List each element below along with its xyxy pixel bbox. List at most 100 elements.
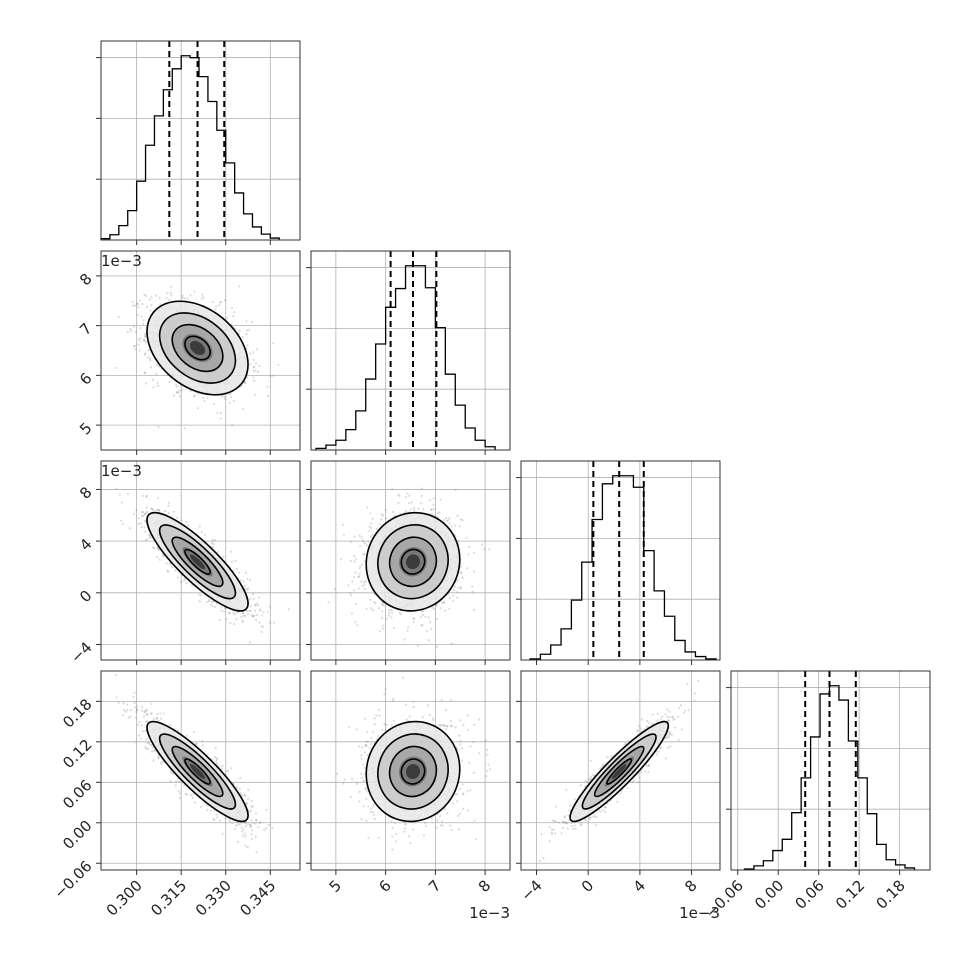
- scatter-point: [170, 565, 173, 569]
- scatter-point: [358, 567, 361, 570]
- scatter-point: [144, 334, 147, 337]
- scatter-point: [270, 374, 273, 378]
- scatter-point: [146, 747, 150, 751]
- scatter-point: [144, 746, 147, 749]
- scatter-point: [253, 379, 256, 382]
- scatter-point: [129, 715, 132, 718]
- scatter-point: [192, 792, 195, 795]
- scatter-point: [393, 514, 396, 518]
- scatter-point: [137, 522, 140, 526]
- scatter-point: [128, 527, 131, 530]
- scatter-point: [189, 294, 192, 297]
- scatter-point: [244, 835, 247, 838]
- scatter-point: [214, 756, 217, 759]
- panel-frame: [100, 460, 301, 661]
- scatter-point: [178, 389, 181, 392]
- scatter-point: [233, 623, 236, 626]
- scatter-point: [252, 614, 255, 617]
- scatter-point: [412, 620, 415, 624]
- contour-0: [400, 548, 426, 575]
- scatter-point: [134, 348, 137, 351]
- scatter-point: [181, 296, 184, 299]
- scatter-point: [459, 571, 462, 575]
- scatter-point: [157, 756, 161, 759]
- scatter-point: [249, 823, 252, 826]
- scatter-point: [416, 644, 419, 647]
- scatter-point: [129, 709, 133, 712]
- scatter-point: [352, 576, 356, 579]
- scatter-point: [166, 291, 169, 295]
- scatter-point: [211, 600, 214, 603]
- scatter-point: [200, 531, 203, 534]
- scatter-point: [156, 547, 159, 550]
- scatter-point: [459, 565, 463, 568]
- scatter-point: [357, 587, 360, 590]
- scatter-point: [246, 577, 249, 581]
- scatter-point: [175, 385, 179, 388]
- scatter-point: [254, 369, 257, 372]
- scatter-point: [246, 846, 249, 849]
- scatter-point: [224, 607, 227, 610]
- scatter-point: [133, 344, 136, 347]
- scatter-point: [433, 508, 436, 511]
- scatter-point: [378, 523, 381, 526]
- scatter-point: [266, 385, 269, 388]
- scatter-point: [122, 714, 125, 717]
- scatter-point: [242, 614, 245, 617]
- scatter-point: [245, 329, 249, 332]
- scatter-point: [157, 426, 160, 429]
- scatter-point: [427, 639, 430, 642]
- contour-2: [158, 312, 237, 384]
- scatter-point: [185, 734, 188, 737]
- scatter-point: [142, 322, 145, 325]
- scatter-point: [429, 508, 433, 512]
- scatter-point: [439, 607, 442, 610]
- scatter-point: [381, 627, 385, 630]
- scatter-point: [146, 356, 150, 359]
- scatter-point: [115, 487, 118, 490]
- scatter-point: [158, 558, 161, 561]
- scatter-point: [239, 579, 242, 582]
- scatter-point: [144, 352, 147, 355]
- pair-content: [115, 487, 291, 644]
- scatter-point: [171, 772, 174, 775]
- scatter-point: [122, 702, 125, 705]
- scatter-point: [158, 303, 162, 306]
- scatter-point: [223, 397, 226, 401]
- scatter-point: [359, 565, 362, 568]
- scatter-point: [140, 525, 143, 529]
- scatter-point: [252, 366, 255, 369]
- scatter-point: [233, 310, 236, 314]
- scatter-point: [363, 541, 366, 544]
- scatter-point: [245, 333, 248, 336]
- scatter-point: [128, 328, 132, 331]
- scatter-point: [252, 597, 255, 600]
- scatter-point: [212, 600, 215, 603]
- scatter-point: [349, 540, 353, 543]
- scatter-point: [244, 588, 248, 591]
- scatter-point: [146, 510, 149, 513]
- scatter-point: [369, 535, 373, 539]
- scatter-point: [167, 504, 170, 507]
- scatter-point: [223, 395, 226, 398]
- scatter-point: [244, 614, 247, 617]
- scatter-point: [249, 609, 252, 612]
- contour-0: [184, 335, 211, 361]
- scatter-point: [456, 596, 459, 599]
- scatter-point: [144, 332, 147, 336]
- scatter-point: [355, 602, 358, 605]
- scatter-point: [196, 407, 199, 410]
- scatter-point: [230, 560, 233, 563]
- scatter-point: [230, 767, 233, 770]
- scatter-point: [216, 411, 219, 414]
- scatter-point: [224, 817, 227, 820]
- scatter-point: [145, 494, 148, 497]
- scatter-point: [158, 509, 161, 512]
- scatter-point: [132, 345, 136, 348]
- scatter-point: [241, 834, 245, 837]
- scatter-point: [356, 624, 359, 627]
- scatter-point: [229, 396, 233, 399]
- scatter-point: [228, 401, 231, 405]
- histogram-step-2: [529, 475, 717, 660]
- scatter-point: [385, 517, 388, 520]
